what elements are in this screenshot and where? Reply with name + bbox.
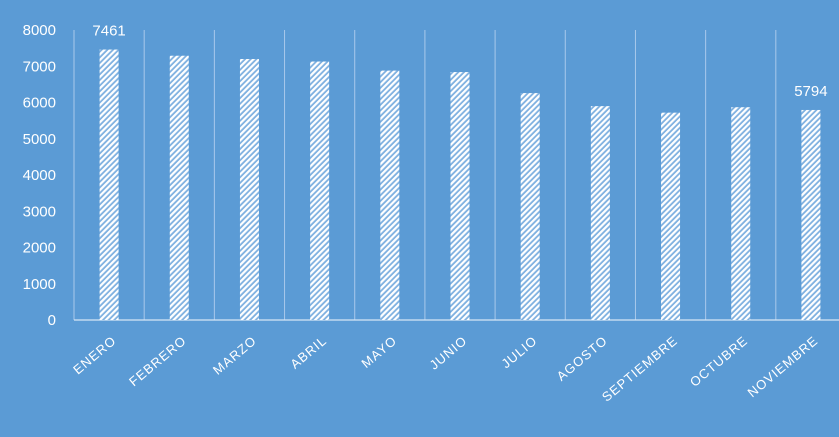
bar-octubre <box>731 107 751 321</box>
y-tick-label: 1000 <box>23 276 56 293</box>
data-label: 5794 <box>794 83 827 100</box>
x-tick-label: ENERO <box>70 333 119 377</box>
x-tick-label: MAYO <box>358 333 399 371</box>
x-tick-label: NOVIEMBRE <box>745 333 821 400</box>
bar-junio <box>450 72 470 320</box>
x-tick-label: JUNIO <box>427 333 470 373</box>
y-axis-ticks: 0 1000 2000 3000 4000 5000 6000 7000 8000 <box>23 22 56 329</box>
x-tick-label: SEPTIEMBRE <box>599 333 680 405</box>
y-tick-label: 3000 <box>23 203 56 220</box>
x-tick-label: OCTUBRE <box>687 333 751 390</box>
bar-septiembre <box>661 112 681 321</box>
bar-enero <box>99 49 119 320</box>
bars <box>99 49 821 321</box>
x-axis-categories: ENERO FEBRERO MARZO ABRIL MAYO JUNIO JULIO AGOS… <box>70 333 821 405</box>
bar-febrero <box>169 55 189 321</box>
bar-abril <box>310 61 330 320</box>
x-tick-label: ABRIL <box>287 333 329 372</box>
x-tick-label: FEBRERO <box>126 333 189 389</box>
x-tick-label: AGOSTO <box>554 333 611 384</box>
bar-noviembre <box>801 109 821 320</box>
bar-julio <box>520 93 540 320</box>
y-tick-label: 6000 <box>23 95 56 112</box>
x-tick-label: MARZO <box>210 333 259 378</box>
bar-agosto <box>590 106 610 320</box>
y-tick-label: 8000 <box>23 22 56 39</box>
bar-marzo <box>239 59 259 320</box>
x-tick-label: JULIO <box>498 333 540 371</box>
y-tick-label: 4000 <box>23 167 56 184</box>
data-label: 7461 <box>92 23 125 40</box>
y-tick-label: 5000 <box>23 131 56 148</box>
y-tick-label: 2000 <box>23 240 56 257</box>
y-tick-label: 7000 <box>23 58 56 75</box>
data-labels: 7461 5794 <box>92 23 827 100</box>
bar-mayo <box>380 70 400 320</box>
y-tick-label: 0 <box>48 312 56 329</box>
